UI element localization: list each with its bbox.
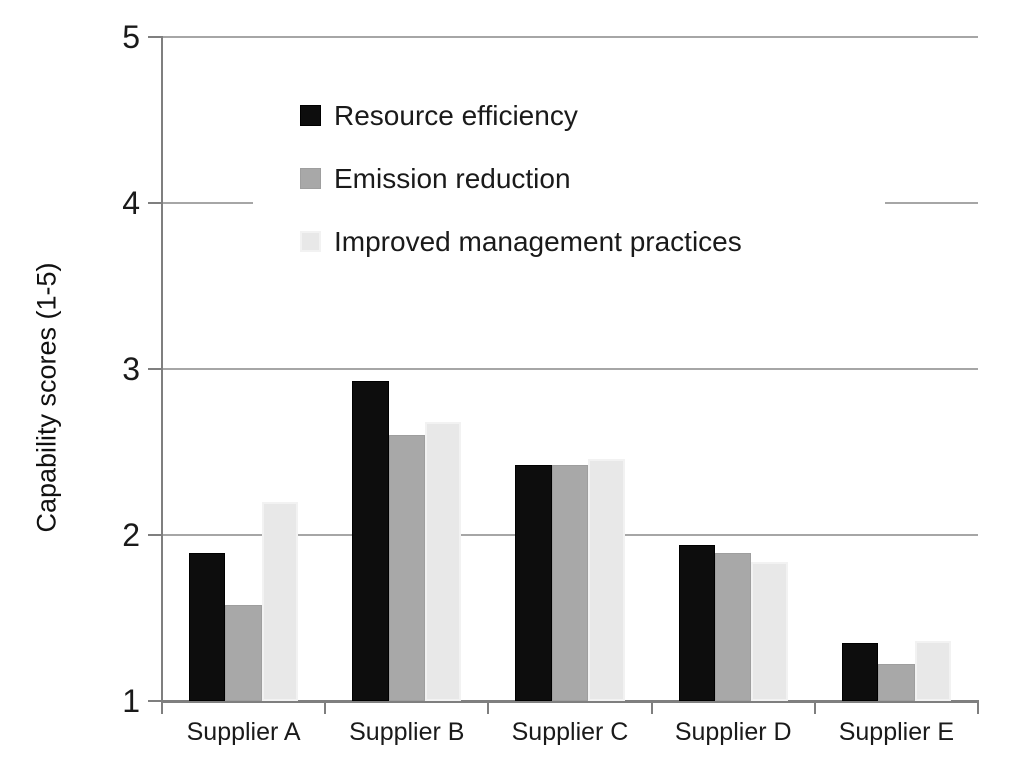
y-tick-label-3: 3 — [122, 351, 140, 387]
x-category-label: Supplier E — [838, 718, 955, 746]
y-tick-label-1: 1 — [122, 683, 140, 719]
bar-supplier-a-series-1 — [225, 604, 262, 701]
x-tick-5 — [977, 701, 979, 714]
legend-item: Emission reduction — [253, 147, 885, 210]
legend-swatch-icon — [300, 231, 321, 252]
legend-item: Improved management practices — [253, 210, 885, 273]
legend-swatch-icon — [300, 168, 321, 189]
bar-supplier-d-series-0 — [678, 544, 715, 701]
bar-supplier-d-series-2 — [751, 561, 788, 701]
chart-legend: Resource efficiency Emission reduction Imp… — [253, 80, 885, 281]
legend-item: Resource efficiency — [253, 84, 885, 147]
x-tick-0 — [161, 701, 163, 714]
bar-supplier-c-series-2 — [588, 458, 625, 701]
y-axis-title: Capability scores (1-5) — [31, 262, 62, 533]
x-category-label: Supplier A — [186, 718, 301, 746]
bar-supplier-a-series-0 — [189, 553, 226, 701]
y-tick-label-5: 5 — [122, 19, 140, 55]
y-tick-4 — [148, 202, 162, 204]
y-tick-5 — [148, 36, 162, 38]
gridline-y5 — [162, 36, 978, 38]
bar-supplier-e-series-1 — [878, 664, 915, 701]
x-axis-line — [161, 700, 979, 703]
x-tick-3 — [650, 701, 653, 714]
bar-supplier-c-series-0 — [515, 465, 552, 701]
x-category-label: Supplier C — [511, 718, 629, 746]
y-tick-2 — [148, 534, 162, 536]
y-axis-line — [161, 36, 163, 702]
bar-supplier-b-series-0 — [352, 380, 389, 701]
gridline-y3 — [162, 368, 978, 370]
legend-label: Emission reduction — [334, 162, 571, 194]
x-category-label: Supplier D — [674, 718, 792, 746]
legend-label: Improved management practices — [334, 225, 742, 257]
bar-supplier-e-series-2 — [914, 641, 951, 701]
x-tick-4 — [813, 701, 816, 714]
bar-supplier-b-series-1 — [388, 435, 425, 701]
y-tick-3 — [148, 368, 162, 370]
bar-supplier-e-series-0 — [841, 642, 879, 701]
bar-supplier-c-series-1 — [551, 465, 589, 701]
bar-supplier-b-series-2 — [425, 422, 462, 701]
legend-swatch-icon — [300, 105, 321, 126]
y-tick-1 — [148, 700, 162, 702]
y-tick-label-2: 2 — [122, 517, 140, 553]
bar-supplier-a-series-2 — [261, 501, 299, 701]
bar-supplier-d-series-1 — [715, 553, 752, 701]
x-tick-1 — [324, 701, 327, 714]
y-tick-label-4: 4 — [122, 185, 140, 221]
legend-label: Resource efficiency — [334, 99, 578, 131]
x-tick-2 — [487, 701, 490, 714]
x-category-label: Supplier B — [349, 718, 465, 746]
